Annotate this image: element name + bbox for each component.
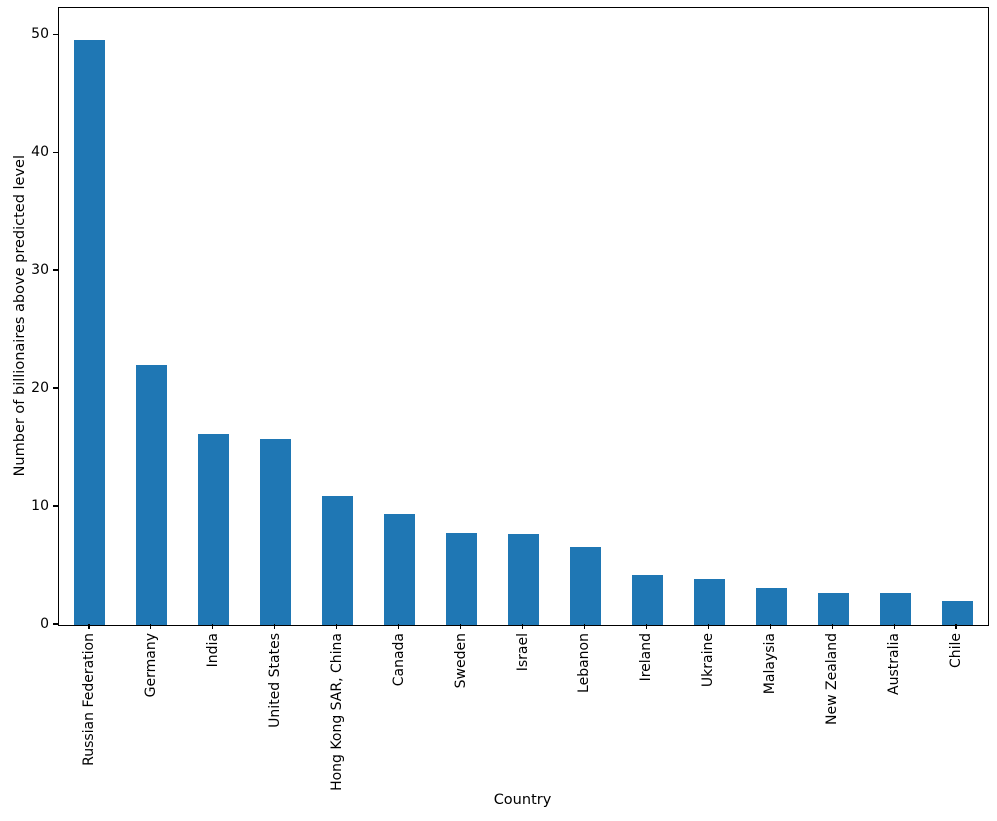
x-tick-label-ireland: Ireland: [638, 633, 655, 682]
bar-malaysia: [755, 588, 787, 625]
x-tick-mark-india: [212, 624, 214, 629]
x-tick-label-box-russian-federation: Russian Federation: [79, 633, 99, 766]
x-tick-mark-australia: [893, 624, 895, 629]
bar-germany: [136, 365, 168, 625]
y-axis-label-box: Number of billionaires above predicted l…: [12, 7, 28, 624]
x-tick-label-box-chile: Chile: [946, 633, 966, 668]
x-tick-label-box-ukraine: Ukraine: [698, 633, 718, 687]
y-tick-label-50: 50: [31, 26, 49, 43]
x-tick-label-ukraine: Ukraine: [700, 633, 717, 688]
x-tick-label-box-sweden: Sweden: [451, 633, 471, 688]
x-tick-mark-ireland: [645, 624, 647, 629]
x-tick-mark-malaysia: [769, 624, 771, 629]
bar-ireland: [631, 575, 663, 625]
x-tick-label-box-germany: Germany: [141, 633, 161, 697]
x-tick-mark-chile: [955, 624, 957, 629]
y-tick-label-20: 20: [31, 380, 49, 397]
x-tick-mark-russian-federation: [88, 624, 90, 629]
x-tick-label-box-new-zealand: New Zealand: [822, 633, 842, 725]
y-tick-label-40: 40: [31, 144, 49, 161]
x-tick-label-russian-federation: Russian Federation: [80, 633, 97, 766]
bar-chile: [941, 601, 973, 625]
bar-russian-federation: [74, 39, 106, 625]
x-axis-label: Country: [493, 792, 552, 808]
y-tick-label-0: 0: [40, 616, 49, 632]
y-tick-label-10: 10: [31, 498, 49, 515]
x-tick-label-israel: Israel: [514, 633, 531, 672]
bar-india: [198, 433, 230, 625]
x-tick-label-germany: Germany: [142, 633, 159, 698]
x-tick-label-chile: Chile: [948, 633, 965, 669]
x-tick-mark-canada: [398, 624, 400, 629]
x-tick-label-sweden: Sweden: [452, 633, 469, 689]
x-tick-label-box-malaysia: Malaysia: [760, 633, 780, 694]
x-tick-label-box-canada: Canada: [389, 633, 409, 686]
x-tick-mark-hong-kong-sar-china: [336, 624, 338, 629]
plot-area: [58, 7, 989, 626]
x-tick-label-box-australia: Australia: [884, 633, 904, 695]
x-tick-label-canada: Canada: [390, 633, 407, 687]
y-tick-mark-30: [53, 269, 58, 271]
bar-australia: [879, 593, 911, 625]
y-tick-mark-0: [53, 623, 58, 625]
x-tick-mark-germany: [150, 624, 152, 629]
x-tick-label-box-israel: Israel: [513, 633, 533, 671]
x-tick-label-australia: Australia: [886, 633, 903, 695]
y-tick-label-30: 30: [31, 262, 49, 279]
x-tick-label-india: India: [204, 633, 221, 668]
x-tick-label-new-zealand: New Zealand: [824, 633, 841, 725]
bar-ukraine: [693, 579, 725, 625]
bar-new-zealand: [817, 593, 849, 625]
x-tick-label-box-ireland: Ireland: [636, 633, 656, 681]
x-tick-mark-israel: [521, 624, 524, 629]
y-tick-mark-10: [53, 505, 58, 507]
x-tick-mark-united-states: [274, 624, 276, 629]
bar-hong-kong-sar-china: [322, 496, 354, 625]
x-tick-mark-ukraine: [707, 624, 709, 629]
x-tick-mark-new-zealand: [831, 624, 833, 629]
x-tick-mark-lebanon: [583, 624, 586, 629]
bar-united-states: [260, 438, 292, 625]
bar-israel: [508, 534, 539, 625]
y-axis-label: Number of billionaires above predicted l…: [12, 154, 28, 477]
y-tick-mark-20: [53, 387, 58, 389]
bar-canada: [384, 514, 416, 625]
x-tick-label-united-states: United States: [266, 633, 283, 728]
x-tick-label-box-india: India: [203, 633, 223, 667]
bar-lebanon: [569, 547, 601, 625]
x-tick-mark-sweden: [459, 624, 462, 629]
x-tick-label-box-hong-kong-sar-china: Hong Kong SAR, China: [327, 633, 347, 791]
bar-sweden: [446, 532, 478, 625]
x-tick-label-malaysia: Malaysia: [762, 633, 779, 695]
x-tick-label-lebanon: Lebanon: [576, 633, 593, 693]
x-tick-label-box-united-states: United States: [265, 633, 285, 728]
x-tick-label-box-lebanon: Lebanon: [574, 633, 594, 693]
y-tick-mark-50: [53, 33, 58, 35]
y-tick-mark-40: [53, 151, 58, 153]
x-tick-label-hong-kong-sar-china: Hong Kong SAR, China: [328, 633, 345, 791]
